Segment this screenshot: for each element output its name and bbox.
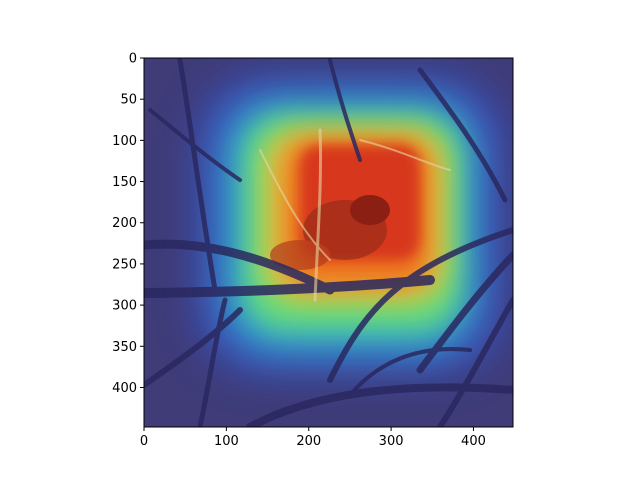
bird-wing (270, 240, 330, 270)
bird-shapes (270, 195, 390, 270)
branch-10 (417, 67, 508, 203)
bird-head (350, 195, 390, 225)
highlight-1 (313, 128, 323, 302)
branch-8 (144, 307, 243, 388)
branch-6 (148, 108, 242, 182)
y-tick-label: 50 (120, 93, 137, 108)
branch-highlights (259, 128, 451, 302)
x-tick-label: 300 (379, 434, 404, 449)
y-tick-label: 350 (112, 340, 137, 355)
branch-1 (144, 239, 335, 295)
highlight-2 (259, 149, 331, 261)
y-tick-label: 150 (112, 175, 137, 190)
x-axis-ticks: 0 100 200 300 400 (140, 427, 486, 449)
x-tick-label: 200 (296, 434, 321, 449)
y-tick-label: 100 (112, 134, 137, 149)
branch-9 (328, 58, 362, 162)
x-tick-label: 0 (140, 434, 148, 449)
y-axis-ticks: 0 50 100 150 200 250 300 350 400 (112, 52, 144, 396)
branch-5 (177, 58, 218, 293)
y-tick-label: 0 (129, 52, 137, 67)
branch-4 (327, 227, 513, 383)
axes-frame (143, 57, 514, 428)
highlight-3 (359, 139, 451, 171)
x-tick-label: 400 (461, 434, 486, 449)
plot-area (144, 58, 513, 427)
branch-11 (437, 297, 513, 427)
y-tick-label: 250 (112, 257, 137, 272)
branch-7 (416, 251, 513, 374)
branch-13 (348, 347, 472, 397)
branch-12 (197, 297, 228, 427)
y-tick-label: 300 (112, 299, 137, 314)
branches (144, 58, 513, 427)
y-tick-label: 400 (112, 381, 137, 396)
y-tick-label: 200 (112, 216, 137, 231)
branch-2 (144, 275, 435, 298)
x-tick-label: 100 (214, 434, 239, 449)
